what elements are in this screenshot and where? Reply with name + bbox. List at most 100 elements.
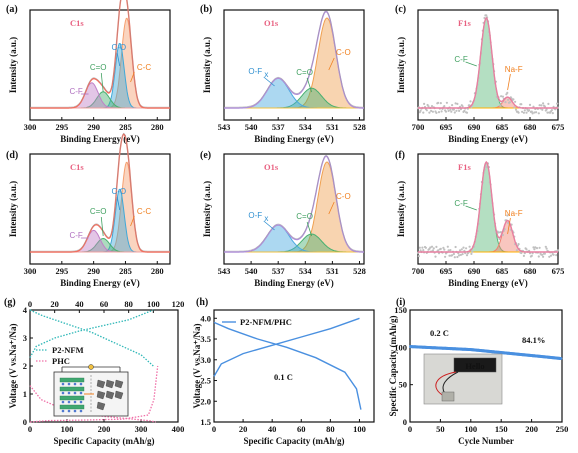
x-tick-label: 300 [135, 424, 148, 434]
raw-point [513, 106, 515, 108]
raw-point [520, 252, 522, 254]
sodium-ion [80, 383, 83, 386]
x-tick-label: 531 [326, 266, 339, 276]
y-tick-label: 2 [23, 361, 27, 371]
x-tick-label: 540 [245, 122, 258, 132]
sodium-ion [74, 410, 77, 413]
raw-point [552, 112, 554, 114]
raw-point [428, 112, 430, 114]
label-c-f-arrow [466, 206, 477, 210]
label-c-c: C-C [137, 207, 151, 216]
cathode-layer [60, 387, 84, 391]
raw-point [544, 105, 546, 107]
raw-point [499, 104, 501, 106]
x-tick-label: 534 [299, 122, 313, 132]
raw-point [516, 249, 518, 251]
raw-point [454, 256, 456, 258]
raw-point [445, 111, 447, 113]
panel-g: (g)0 100 200 300 4000 20 40 60 80 100 12001234Spec… [4, 297, 184, 446]
y-axis-label: Intensity (a.u.) [396, 37, 406, 93]
raw-point [507, 99, 509, 101]
label-c-eq-o: C=O [296, 212, 313, 221]
raw-point [438, 111, 440, 113]
raw-point [437, 102, 439, 104]
x-tick-label: 685 [496, 122, 509, 132]
spectrum-title: F1s [458, 18, 471, 28]
x-tick-label: 285 [119, 266, 132, 276]
raw-point [518, 112, 520, 114]
raw-point [456, 256, 458, 258]
y-axis-label: Voltage (V vs.Na⁺/Na) [192, 323, 202, 408]
x-tick-label: 20 [239, 424, 248, 434]
raw-point [423, 103, 425, 105]
y-tick-label: 150 [394, 305, 407, 315]
raw-point [443, 249, 445, 251]
x-tick-label: 80 [124, 299, 133, 309]
raw-point [539, 247, 541, 249]
x-tick-label: 675 [552, 266, 565, 276]
raw-point [547, 103, 549, 105]
label-o-fx: O-F [248, 67, 262, 76]
x-tick-label: 250 [556, 424, 569, 434]
raw-point [525, 112, 527, 114]
x-tick-label: 100 [61, 424, 74, 434]
raw-point [433, 247, 435, 249]
raw-point [535, 111, 537, 113]
raw-point [463, 110, 465, 112]
panel-label: (c) [395, 4, 406, 15]
label-c-f: C-F [69, 87, 82, 96]
raw-point [435, 112, 437, 114]
x-tick-label: 295 [55, 266, 68, 276]
y-axis-label: Specific Capacity (mAh/g) [388, 316, 398, 417]
raw-point [453, 253, 455, 255]
sodium-ion [74, 401, 77, 404]
x-axis-label: Specific Capacity (mAh/g) [244, 436, 345, 446]
panel-label: (h) [196, 297, 208, 308]
raw-point [469, 246, 471, 248]
y-axis-label: Intensity (a.u.) [202, 181, 212, 237]
x-tick-label: 685 [496, 266, 509, 276]
x-tick-label: 690 [468, 266, 481, 276]
sodium-ion [80, 410, 83, 413]
nfm-discharge-curve [30, 310, 153, 366]
sodium-ion [62, 401, 65, 404]
raw-point [454, 111, 456, 113]
raw-point [502, 96, 504, 98]
raw-point [531, 255, 533, 257]
raw-point [455, 246, 457, 248]
sodium-ion [80, 401, 83, 404]
pouch-cell [442, 392, 454, 401]
raw-point [458, 110, 460, 112]
x-tick-label: 60 [100, 299, 109, 309]
raw-point [551, 109, 553, 111]
x-axis-label: Binding Energy (eV) [60, 134, 140, 144]
x-axis-label: Specific Capacity (mAh/g) [54, 436, 155, 446]
x-tick-label: 295 [55, 122, 68, 132]
label-c-o: C-O [111, 43, 126, 52]
raw-point [520, 103, 522, 105]
cathode-layer [60, 405, 84, 409]
sodium-ion [62, 383, 65, 386]
raw-point [427, 105, 429, 107]
cathode-layer [60, 378, 84, 382]
x-tick-label: 0 [28, 424, 32, 434]
raw-point [555, 254, 557, 256]
xps-panel-a: (a)300 295 290 285 280Binding Energy (eV)Int… [6, 0, 170, 144]
xps-panel-e: (e)543 540 537 534 531 528Binding Energy (eV)… [200, 150, 366, 288]
panel-label: (a) [6, 4, 18, 15]
raw-point [525, 248, 527, 250]
raw-point [514, 101, 516, 103]
raw-point [440, 248, 442, 250]
spectrum-title: O1s [264, 162, 279, 172]
raw-point [528, 109, 530, 111]
raw-point [419, 247, 421, 249]
led-display-text: Hello [465, 361, 484, 371]
label-c-o: C-O [336, 192, 351, 201]
raw-point [557, 249, 559, 251]
x-axis-label: Binding Energy (eV) [254, 278, 334, 288]
sodium-ion [68, 383, 71, 386]
bulb-icon [89, 365, 94, 370]
raw-point [553, 254, 555, 256]
x-tick-label: 50 [436, 424, 445, 434]
raw-point [538, 255, 540, 257]
